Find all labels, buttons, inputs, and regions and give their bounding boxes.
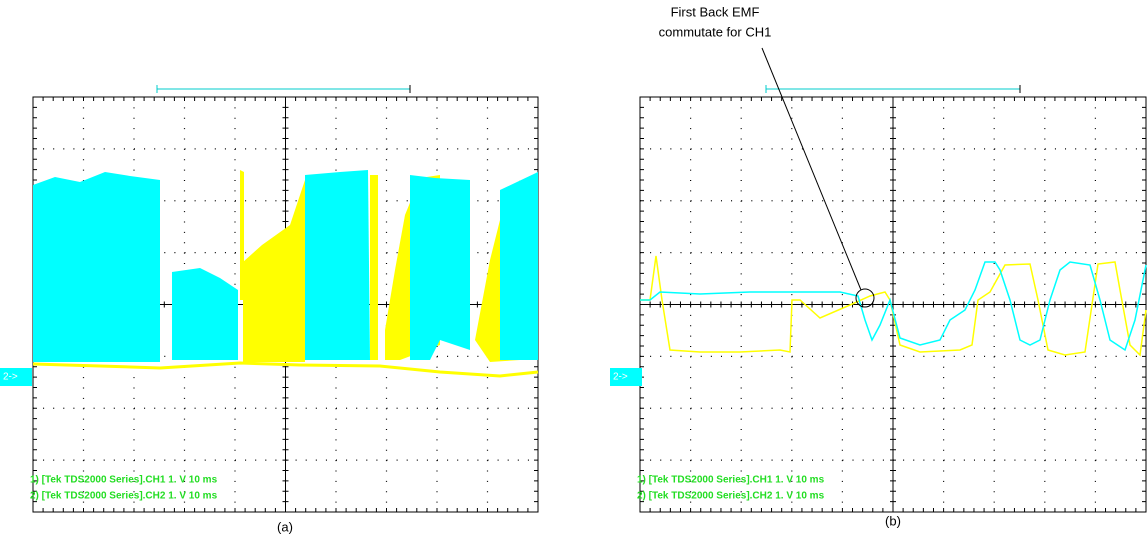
ch2-burst xyxy=(305,170,370,360)
ch2-burst xyxy=(500,172,538,360)
scope-grid-b xyxy=(640,85,1146,512)
scope-label: 2) [Tek TDS2000 Series].CH2 1. V 10 ms xyxy=(30,491,218,502)
channel-marker: 2-> xyxy=(3,372,18,383)
ch2-burst xyxy=(410,175,470,360)
ch1-spike xyxy=(240,170,244,300)
scope-label: 2) [Tek TDS2000 Series].CH2 1. V 10 ms xyxy=(637,491,825,502)
scope-label: 1) [Tek TDS2000 Series].CH1 1. V 10 ms xyxy=(637,475,825,486)
ch2-burst xyxy=(172,268,238,360)
ch1-spike xyxy=(370,175,378,360)
annotation-leader xyxy=(762,48,861,290)
scope-label: 1) [Tek TDS2000 Series].CH1 1. V 10 ms xyxy=(30,475,218,486)
figure: First Back EMF commutate for CH1 2-> 1) … xyxy=(0,0,1148,542)
channel-marker: 2-> xyxy=(613,372,628,383)
caption: (a) xyxy=(277,519,293,534)
annotation-text: First Back EMF xyxy=(671,4,760,19)
caption: (b) xyxy=(885,513,901,528)
ch2-burst xyxy=(33,172,160,362)
annotation-text: commutate for CH1 xyxy=(659,24,772,39)
ch1-burst xyxy=(243,180,305,362)
